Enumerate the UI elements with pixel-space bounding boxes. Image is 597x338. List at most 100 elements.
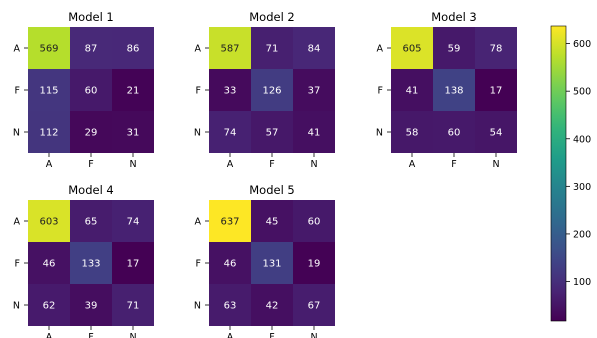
cell-value-label: 126 <box>262 86 281 97</box>
cell-value-label: 58 <box>406 128 419 139</box>
cell-value-label: 42 <box>266 301 279 312</box>
cell-value-label: 54 <box>490 128 503 139</box>
heatmap-cell <box>209 284 251 326</box>
heatmap-cell <box>391 69 433 111</box>
heatmap-cell <box>251 69 293 111</box>
heatmap-cell <box>293 284 335 326</box>
colorbar-tick-label: 300 <box>573 182 591 193</box>
y-tick-label: N <box>376 128 383 139</box>
x-tick-label: A <box>46 332 53 338</box>
cell-value-label: 33 <box>224 86 237 97</box>
colorbar-gradient <box>550 25 567 322</box>
heatmap-cell <box>28 69 70 111</box>
heatmap-cell <box>209 242 251 284</box>
y-tick-label: F <box>196 86 201 97</box>
cell-value-label: 637 <box>220 217 239 228</box>
heatmap-cell <box>112 200 154 242</box>
y-tick-label: F <box>196 259 201 270</box>
cell-value-label: 87 <box>85 44 98 55</box>
panel-title: Model 4 <box>68 183 114 197</box>
heatmap-cell <box>475 69 517 111</box>
heatmap-cell <box>251 200 293 242</box>
colorbar-tick-label: 100 <box>573 277 591 288</box>
heatmap-cell <box>28 27 70 69</box>
heatmap-cell <box>209 69 251 111</box>
heatmap-cell <box>293 69 335 111</box>
cell-value-label: 31 <box>127 128 140 139</box>
cell-value-label: 86 <box>127 44 140 55</box>
heatmap-panel-4: Model 4 603 65 74 46 133 17 62 39 71 A F N A F N <box>13 183 154 338</box>
y-tick-label: N <box>194 128 201 139</box>
x-tick-label: N <box>492 159 499 170</box>
heatmap-panel-1: Model 1 569 87 86 115 60 21 112 29 31 A F N A F N <box>13 10 154 170</box>
cell-value-label: 115 <box>39 86 58 97</box>
heatmap-cell <box>209 200 251 242</box>
cell-value-label: 133 <box>81 259 100 270</box>
cell-value-label: 603 <box>39 217 58 228</box>
heatmap-cell <box>293 111 335 153</box>
heatmap-cell <box>70 242 112 284</box>
heatmap-cell <box>70 111 112 153</box>
x-tick-label: A <box>46 159 53 170</box>
y-tick-label: A <box>14 217 21 228</box>
cell-value-label: 39 <box>85 301 98 312</box>
heatmap-cell <box>112 111 154 153</box>
panel-title: Model 5 <box>249 183 295 197</box>
cell-value-label: 19 <box>308 259 321 270</box>
cell-value-label: 74 <box>127 217 140 228</box>
heatmap-cell <box>28 242 70 284</box>
heatmap-cell <box>70 27 112 69</box>
cell-value-label: 46 <box>224 259 237 270</box>
heatmap-cell <box>28 284 70 326</box>
heatmap-cell <box>209 27 251 69</box>
x-tick-label: A <box>409 159 416 170</box>
cell-value-label: 63 <box>224 301 237 312</box>
heatmap-cell <box>433 27 475 69</box>
cell-value-label: 60 <box>448 128 461 139</box>
heatmap-cell <box>293 242 335 284</box>
heatmap-cell <box>112 69 154 111</box>
colorbar-tick-label: 600 <box>573 39 591 50</box>
heatmap-cell <box>251 242 293 284</box>
cell-value-label: 74 <box>224 128 237 139</box>
heatmap-cell <box>251 27 293 69</box>
cell-value-label: 78 <box>490 44 503 55</box>
heatmap-cell <box>112 284 154 326</box>
cell-value-label: 41 <box>308 128 321 139</box>
cell-value-label: 60 <box>85 86 98 97</box>
x-tick-label: N <box>310 332 317 338</box>
y-tick-label: A <box>14 44 21 55</box>
cell-value-label: 65 <box>85 217 98 228</box>
colorbar: 100 200 300 400 500 600 <box>550 25 591 322</box>
x-tick-label: F <box>88 332 93 338</box>
x-tick-label: A <box>227 159 234 170</box>
y-tick-label: A <box>195 44 202 55</box>
colorbar-tick-label: 500 <box>573 87 591 98</box>
x-tick-label: F <box>269 332 274 338</box>
cell-value-label: 569 <box>39 44 58 55</box>
cell-value-label: 587 <box>220 44 239 55</box>
y-tick-label: N <box>194 301 201 312</box>
cell-value-label: 21 <box>127 86 140 97</box>
cell-value-label: 57 <box>266 128 279 139</box>
x-tick-label: F <box>451 159 456 170</box>
y-tick-label: N <box>13 301 20 312</box>
cell-value-label: 17 <box>127 259 140 270</box>
heatmap-cell <box>293 200 335 242</box>
heatmap-cell <box>28 111 70 153</box>
heatmap-cell <box>112 27 154 69</box>
heatmap-cell <box>391 111 433 153</box>
x-tick-label: N <box>129 159 136 170</box>
cell-value-label: 71 <box>266 44 279 55</box>
heatmap-panel-5: Model 5 637 45 60 46 131 19 63 42 67 A F N A F N <box>194 183 335 338</box>
heatmap-cell <box>251 284 293 326</box>
cell-value-label: 60 <box>308 217 321 228</box>
cell-value-label: 605 <box>402 44 421 55</box>
panel-title: Model 2 <box>249 10 295 24</box>
panel-title: Model 1 <box>68 10 114 24</box>
heatmap-cell <box>251 111 293 153</box>
heatmap-cell <box>475 111 517 153</box>
cell-value-label: 62 <box>43 301 56 312</box>
